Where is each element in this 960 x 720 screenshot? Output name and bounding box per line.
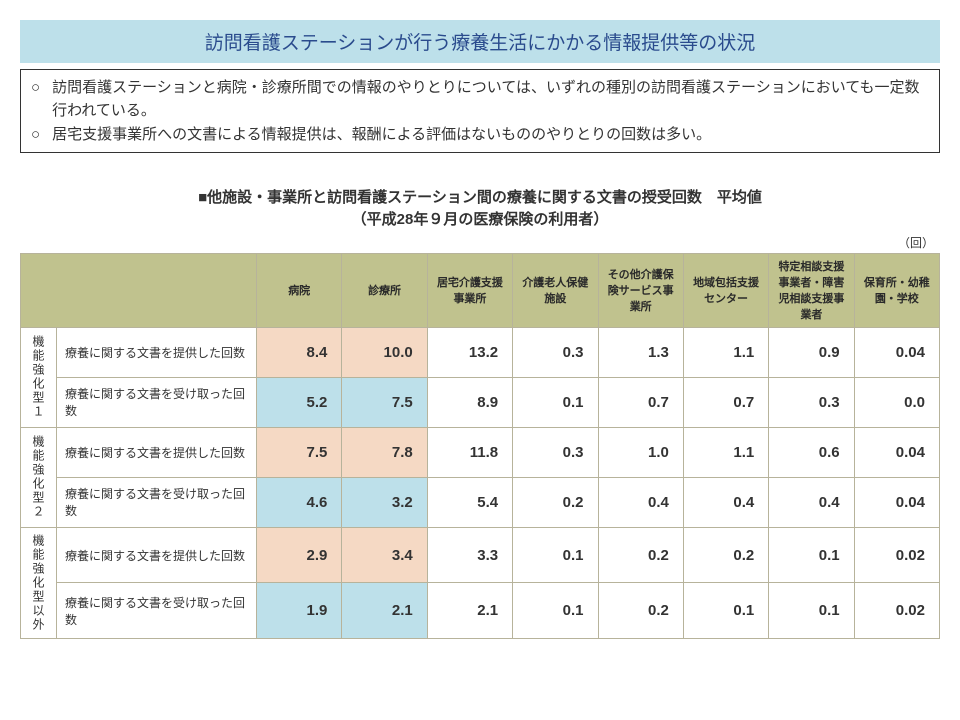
value-cell: 7.5 xyxy=(342,377,427,427)
value-cell: 0.0 xyxy=(854,377,939,427)
header-cell: 病院 xyxy=(257,253,342,327)
value-cell: 3.3 xyxy=(427,527,512,583)
page-title: 訪問看護ステーションが行う療養生活にかかる情報提供等の状況 xyxy=(20,20,940,63)
row-label: 療養に関する文書を受け取った回数 xyxy=(57,377,257,427)
value-cell: 0.2 xyxy=(598,583,683,639)
value-cell: 0.3 xyxy=(513,427,598,477)
header-blank xyxy=(21,253,257,327)
header-cell: 特定相談支援事業者・障害児相談支援事業者 xyxy=(769,253,854,327)
value-cell: 5.2 xyxy=(257,377,342,427)
value-cell: 0.2 xyxy=(513,477,598,527)
table-title: ■他施設・事業所と訪問看護ステーション間の療養に関する文書の授受回数 平均値 （… xyxy=(20,187,940,232)
value-cell: 0.04 xyxy=(854,477,939,527)
value-cell: 3.4 xyxy=(342,527,427,583)
value-cell: 0.4 xyxy=(683,477,768,527)
table-row: 療養に関する文書を受け取った回数1.92.12.10.10.20.10.10.0… xyxy=(21,583,940,639)
value-cell: 1.9 xyxy=(257,583,342,639)
group-label: 機能強化型２ xyxy=(21,427,57,527)
row-label: 療養に関する文書を提供した回数 xyxy=(57,527,257,583)
value-cell: 0.3 xyxy=(513,327,598,377)
row-label: 療養に関する文書を受け取った回数 xyxy=(57,583,257,639)
value-cell: 0.4 xyxy=(598,477,683,527)
value-cell: 2.1 xyxy=(427,583,512,639)
value-cell: 0.1 xyxy=(513,583,598,639)
summary-bullet: ○ 訪問看護ステーションと病院・診療所間での情報のやりとりについては、いずれの種… xyxy=(31,76,929,123)
value-cell: 0.2 xyxy=(683,527,768,583)
group-label: 機能強化型以外 xyxy=(21,527,57,638)
row-label: 療養に関する文書を受け取った回数 xyxy=(57,477,257,527)
unit-label: （回） xyxy=(20,234,934,251)
table-row: 機能強化型２療養に関する文書を提供した回数7.57.811.80.31.01.1… xyxy=(21,427,940,477)
header-cell: 地域包括支援センター xyxy=(683,253,768,327)
value-cell: 1.0 xyxy=(598,427,683,477)
value-cell: 10.0 xyxy=(342,327,427,377)
row-label: 療養に関する文書を提供した回数 xyxy=(57,327,257,377)
summary-bullet: ○ 居宅支援事業所への文書による情報提供は、報酬による評価はないもののやりとりの… xyxy=(31,123,929,146)
value-cell: 0.02 xyxy=(854,583,939,639)
value-cell: 0.04 xyxy=(854,327,939,377)
value-cell: 1.1 xyxy=(683,327,768,377)
value-cell: 0.02 xyxy=(854,527,939,583)
bullet-mark-icon: ○ xyxy=(31,123,40,146)
value-cell: 0.2 xyxy=(598,527,683,583)
value-cell: 1.1 xyxy=(683,427,768,477)
value-cell: 13.2 xyxy=(427,327,512,377)
value-cell: 0.9 xyxy=(769,327,854,377)
value-cell: 7.5 xyxy=(257,427,342,477)
table-body: 機能強化型１療養に関する文書を提供した回数8.410.013.20.31.31.… xyxy=(21,327,940,638)
value-cell: 0.04 xyxy=(854,427,939,477)
value-cell: 8.4 xyxy=(257,327,342,377)
value-cell: 0.1 xyxy=(769,583,854,639)
bullet-text: 居宅支援事業所への文書による情報提供は、報酬による評価はないもののやりとりの回数… xyxy=(52,123,929,146)
group-label: 機能強化型１ xyxy=(21,327,57,427)
table-row: 療養に関する文書を受け取った回数5.27.58.90.10.70.70.30.0 xyxy=(21,377,940,427)
value-cell: 0.1 xyxy=(769,527,854,583)
value-cell: 0.6 xyxy=(769,427,854,477)
table-header: 病院 診療所 居宅介護支援事業所 介護老人保健施設 その他介護保険サービス事業所… xyxy=(21,253,940,327)
row-label: 療養に関する文書を提供した回数 xyxy=(57,427,257,477)
table-row: 機能強化型以外療養に関する文書を提供した回数2.93.43.30.10.20.2… xyxy=(21,527,940,583)
value-cell: 4.6 xyxy=(257,477,342,527)
header-cell: 診療所 xyxy=(342,253,427,327)
table-title-line1: ■他施設・事業所と訪問看護ステーション間の療養に関する文書の授受回数 平均値 xyxy=(198,189,762,206)
value-cell: 0.4 xyxy=(769,477,854,527)
value-cell: 0.1 xyxy=(513,527,598,583)
value-cell: 0.1 xyxy=(513,377,598,427)
value-cell: 0.7 xyxy=(683,377,768,427)
value-cell: 11.8 xyxy=(427,427,512,477)
header-cell: 介護老人保健施設 xyxy=(513,253,598,327)
value-cell: 1.3 xyxy=(598,327,683,377)
value-cell: 8.9 xyxy=(427,377,512,427)
table-title-line2: （平成28年９月の医療保険の利用者） xyxy=(352,211,609,228)
value-cell: 0.1 xyxy=(683,583,768,639)
header-cell: 保育所・幼稚園・学校 xyxy=(854,253,939,327)
data-table: 病院 診療所 居宅介護支援事業所 介護老人保健施設 その他介護保険サービス事業所… xyxy=(20,253,940,639)
value-cell: 3.2 xyxy=(342,477,427,527)
value-cell: 7.8 xyxy=(342,427,427,477)
bullet-text: 訪問看護ステーションと病院・診療所間での情報のやりとりについては、いずれの種別の… xyxy=(52,76,929,123)
value-cell: 5.4 xyxy=(427,477,512,527)
header-cell: 居宅介護支援事業所 xyxy=(427,253,512,327)
header-cell: その他介護保険サービス事業所 xyxy=(598,253,683,327)
summary-box: ○ 訪問看護ステーションと病院・診療所間での情報のやりとりについては、いずれの種… xyxy=(20,69,940,153)
bullet-mark-icon: ○ xyxy=(31,76,40,123)
value-cell: 2.1 xyxy=(342,583,427,639)
value-cell: 0.3 xyxy=(769,377,854,427)
table-row: 機能強化型１療養に関する文書を提供した回数8.410.013.20.31.31.… xyxy=(21,327,940,377)
table-row: 療養に関する文書を受け取った回数4.63.25.40.20.40.40.40.0… xyxy=(21,477,940,527)
value-cell: 0.7 xyxy=(598,377,683,427)
value-cell: 2.9 xyxy=(257,527,342,583)
